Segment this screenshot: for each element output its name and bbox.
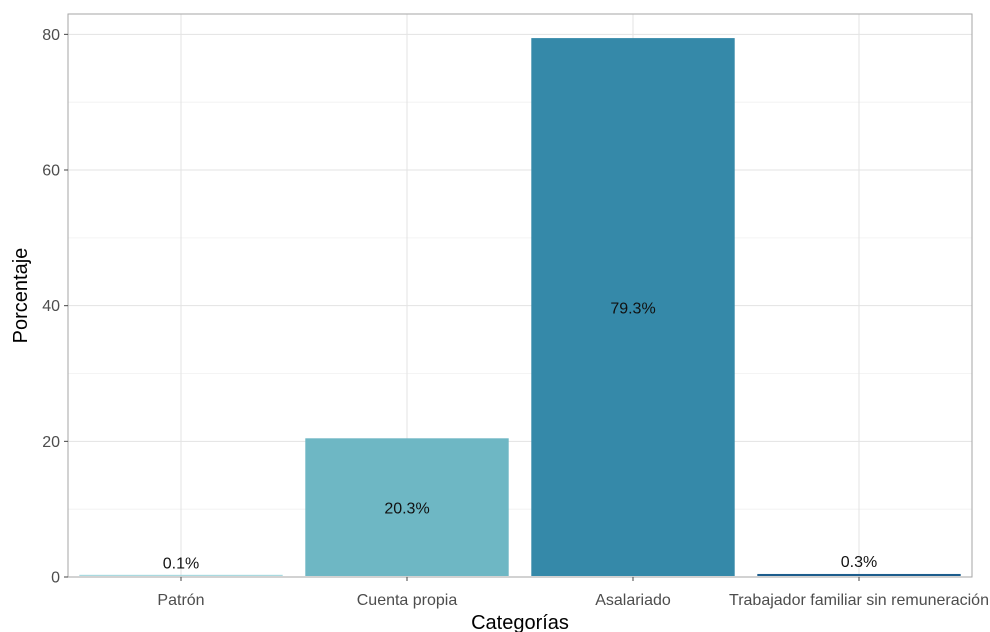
- data-labels: 0.1% 20.3% 79.3% 0.3%: [163, 301, 877, 573]
- data-label: 0.3%: [841, 554, 877, 571]
- data-label: 20.3%: [384, 501, 429, 518]
- y-axis: 0 20 40 60 80: [42, 27, 68, 587]
- y-tick-label: 60: [42, 163, 60, 180]
- x-tick-label: Cuenta propia: [357, 592, 458, 609]
- y-tick-label: 40: [42, 298, 60, 315]
- grid-lines: [68, 14, 972, 578]
- bar: [757, 573, 961, 576]
- x-axis-title: Categorías: [471, 612, 569, 632]
- x-tick-label: Patrón: [157, 592, 204, 609]
- x-axis: Patrón Cuenta propia Asalariado Trabajador …: [157, 577, 989, 609]
- data-label: 79.3%: [610, 301, 655, 318]
- bar: [531, 38, 735, 576]
- y-tick-label: 80: [42, 27, 60, 44]
- bar: [305, 438, 509, 576]
- y-axis-title: Porcentaje: [10, 248, 32, 344]
- x-tick-label: Trabajador familiar sin remuneración: [729, 592, 989, 609]
- x-tick-label: Asalariado: [595, 592, 671, 609]
- plot-panel: [67, 13, 973, 578]
- y-tick-label: 0: [51, 570, 60, 587]
- bar: [79, 574, 283, 576]
- data-label: 0.1%: [163, 555, 199, 572]
- bars: [79, 38, 961, 576]
- y-tick-label: 20: [42, 434, 60, 451]
